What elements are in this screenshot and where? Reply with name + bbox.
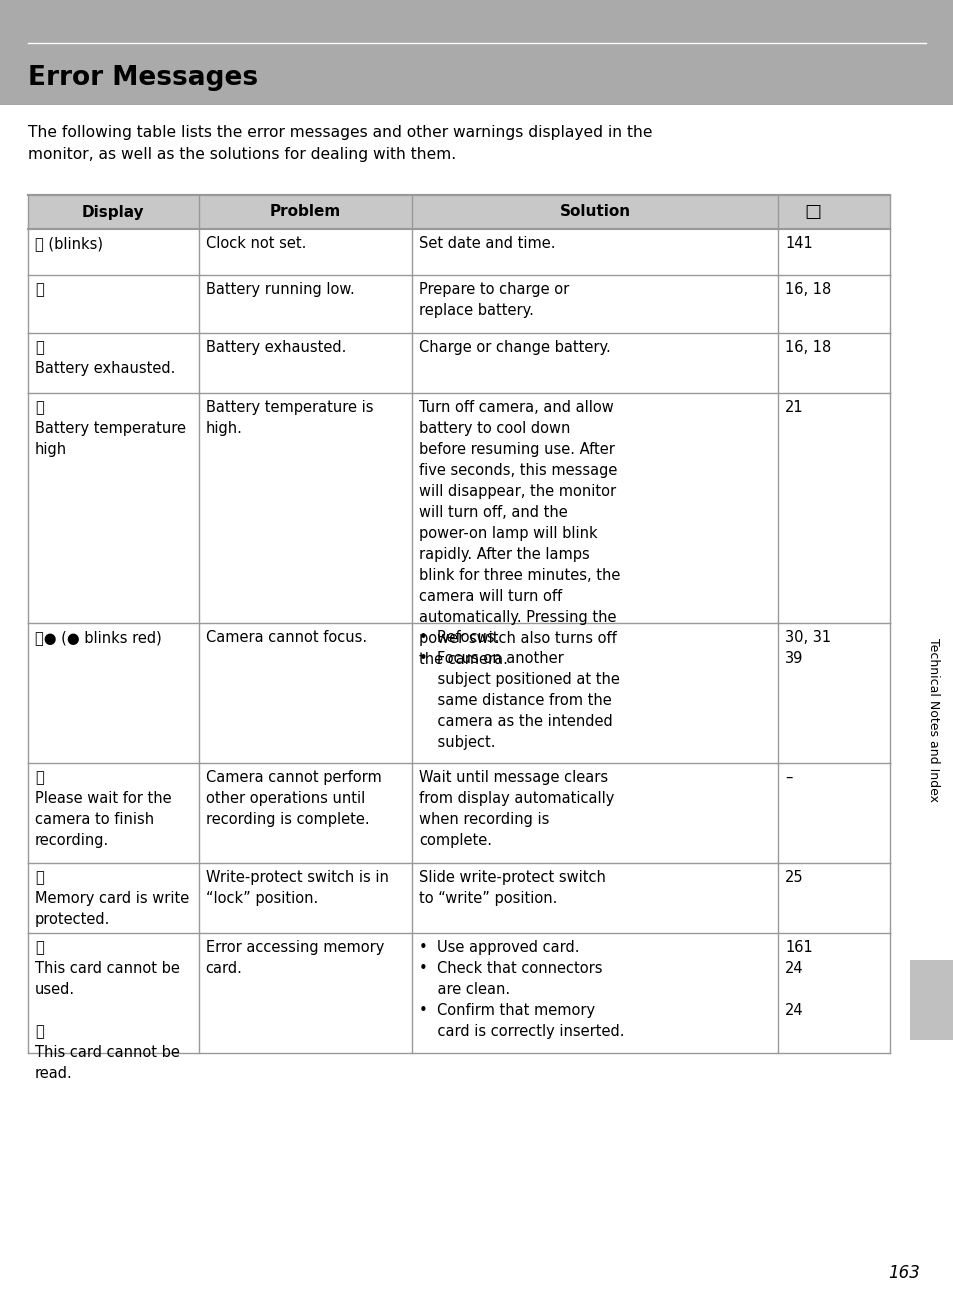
Text: 16, 18: 16, 18 (784, 340, 830, 355)
Bar (28, 332, 889, 393)
Text: 163: 163 (887, 1264, 919, 1282)
Text: 16, 18: 16, 18 (784, 283, 830, 297)
Text: –: – (784, 770, 792, 784)
Text: Prepare to charge or
replace battery.: Prepare to charge or replace battery. (419, 283, 569, 318)
Bar (28, 194, 889, 229)
Text: 141: 141 (784, 237, 812, 251)
Text: Battery temperature is
high.: Battery temperature is high. (206, 399, 373, 436)
Text: Camera cannot perform
other operations until
recording is complete.: Camera cannot perform other operations u… (206, 770, 381, 827)
Text: Problem: Problem (270, 205, 341, 219)
Text: ⓞ (blinks): ⓞ (blinks) (35, 237, 103, 251)
Text: □: □ (804, 202, 821, 221)
Text: ⓘ
This card cannot be
used.

ⓘ
This card cannot be
read.: ⓘ This card cannot be used. ⓘ This card … (35, 940, 180, 1081)
Text: ⎗: ⎗ (35, 283, 44, 297)
Bar (28, 933, 889, 1053)
Text: •  Refocus.
•  Focus on another
    subject positioned at the
    same distance : • Refocus. • Focus on another subject po… (419, 629, 619, 750)
Text: 161
24

24: 161 24 24 (784, 940, 812, 1018)
Text: Display: Display (82, 205, 145, 219)
Text: Camera cannot focus.: Camera cannot focus. (206, 629, 366, 645)
Bar (28, 763, 889, 863)
Text: 30, 31
39: 30, 31 39 (784, 629, 830, 666)
Text: Ⓐ● (● blinks red): Ⓐ● (● blinks red) (35, 629, 162, 645)
Text: Set date and time.: Set date and time. (419, 237, 556, 251)
Text: Write-protect switch is in
“lock” position.: Write-protect switch is in “lock” positi… (206, 870, 388, 905)
Text: Error accessing memory
card.: Error accessing memory card. (206, 940, 384, 976)
Text: Battery exhausted.: Battery exhausted. (206, 340, 346, 355)
Text: ⓘ
Battery exhausted.: ⓘ Battery exhausted. (35, 340, 175, 376)
Bar (28, 275, 889, 332)
Bar (28, 229, 889, 275)
Bar (909, 961, 953, 1039)
Text: ⓘ
Memory card is write
protected.: ⓘ Memory card is write protected. (35, 870, 189, 926)
Text: 25: 25 (784, 870, 802, 886)
Bar (28, 863, 889, 933)
Text: ⓘ
Please wait for the
camera to finish
recording.: ⓘ Please wait for the camera to finish r… (35, 770, 172, 848)
Text: Turn off camera, and allow
battery to cool down
before resuming use. After
five : Turn off camera, and allow battery to co… (419, 399, 620, 668)
Text: Slide write-protect switch
to “write” position.: Slide write-protect switch to “write” po… (419, 870, 606, 905)
Text: Charge or change battery.: Charge or change battery. (419, 340, 611, 355)
Text: The following table lists the error messages and other warnings displayed in the: The following table lists the error mess… (28, 125, 652, 162)
Bar (0, 0, 953, 105)
Bar (28, 393, 889, 623)
Text: Solution: Solution (559, 205, 630, 219)
Text: 21: 21 (784, 399, 802, 415)
Text: Error Messages: Error Messages (28, 64, 258, 91)
Text: Battery running low.: Battery running low. (206, 283, 355, 297)
Text: Clock not set.: Clock not set. (206, 237, 306, 251)
Text: Technical Notes and Index: Technical Notes and Index (926, 639, 940, 802)
Bar (28, 623, 889, 763)
Text: ⓘ
Battery temperature
high: ⓘ Battery temperature high (35, 399, 186, 457)
Text: Wait until message clears
from display automatically
when recording is
complete.: Wait until message clears from display a… (419, 770, 614, 848)
Text: •  Use approved card.
•  Check that connectors
    are clean.
•  Confirm that me: • Use approved card. • Check that connec… (419, 940, 624, 1039)
